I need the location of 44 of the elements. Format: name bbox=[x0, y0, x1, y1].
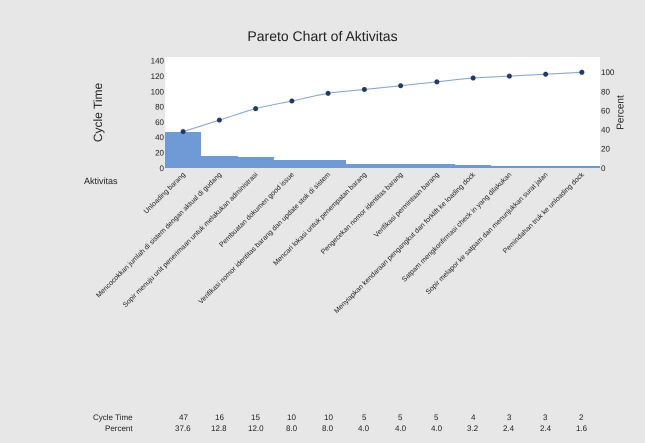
text: 3.2 bbox=[467, 424, 479, 433]
text: Cycle Time bbox=[93, 413, 134, 422]
y2-tick-label: 40 bbox=[601, 126, 610, 135]
y-tick-label: 80 bbox=[155, 102, 165, 112]
text: 4.0 bbox=[358, 424, 370, 433]
text: 4.0 bbox=[395, 424, 407, 433]
y-tick-label: 60 bbox=[155, 118, 165, 127]
data-label: 5 bbox=[362, 413, 367, 422]
y-axis-title: Cycle Time bbox=[90, 82, 105, 142]
data-label: 16 bbox=[215, 413, 224, 422]
text: 37.6 bbox=[175, 424, 192, 433]
y2-tick-label: 100 bbox=[601, 68, 615, 78]
y2-axis-title: Percent bbox=[615, 95, 626, 130]
data-label: 3 bbox=[507, 413, 512, 422]
y2-tick-label: 20 bbox=[601, 144, 610, 154]
data-label: 5 bbox=[398, 413, 403, 422]
y-tick-label: 40 bbox=[155, 133, 165, 142]
y2-tick-label: 60 bbox=[601, 106, 610, 116]
text: 1.6 bbox=[576, 424, 588, 433]
text: 2.4 bbox=[540, 424, 552, 433]
text: Percent bbox=[105, 424, 134, 433]
y-tick-label: 140 bbox=[150, 56, 165, 66]
y-tick-label: 20 bbox=[155, 148, 165, 158]
text: 2.4 bbox=[503, 424, 515, 433]
data-label: 15 bbox=[251, 413, 260, 422]
text: 8.0 bbox=[286, 424, 298, 433]
data-label: 47 bbox=[179, 413, 188, 422]
data-label: 4 bbox=[471, 413, 476, 422]
y-tick-label: 0 bbox=[160, 164, 165, 173]
data-label: 10 bbox=[287, 413, 296, 422]
x-axis-title: Aktivitas bbox=[84, 176, 118, 186]
data-label: 5 bbox=[434, 413, 439, 422]
data-label: 2 bbox=[579, 413, 584, 422]
y-tick-label: 120 bbox=[150, 72, 165, 81]
text: 4.0 bbox=[431, 424, 443, 433]
y-tick-label: 100 bbox=[150, 87, 165, 96]
text: 8.0 bbox=[322, 424, 334, 433]
y2-tick-label: 80 bbox=[601, 87, 610, 96]
text: 12.0 bbox=[248, 424, 264, 433]
y2-tick-label: 0 bbox=[601, 164, 606, 173]
data-label: 3 bbox=[543, 413, 548, 422]
text: 12.8 bbox=[211, 424, 228, 433]
data-label: 10 bbox=[324, 413, 334, 422]
chart-title: Pareto Chart of Aktivitas bbox=[247, 28, 398, 44]
